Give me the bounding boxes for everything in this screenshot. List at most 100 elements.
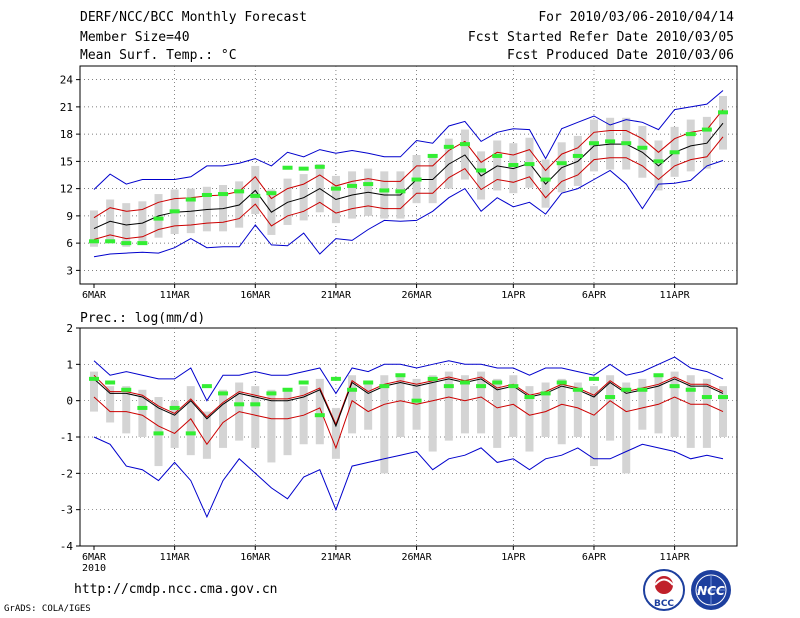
observed-marker	[637, 387, 648, 392]
observed-marker	[411, 177, 422, 182]
spread-box	[686, 375, 695, 448]
observed-marker	[121, 241, 132, 246]
x-tick-label: 21MAR	[321, 552, 352, 563]
observed-marker	[218, 192, 229, 197]
x-tick-label: 6APR	[582, 552, 607, 563]
spread-box	[606, 375, 615, 441]
member-size: Member Size=40	[80, 30, 190, 45]
observed-marker	[669, 384, 680, 389]
observed-marker	[185, 431, 196, 436]
spread-box	[622, 382, 631, 474]
observed-marker	[685, 387, 696, 392]
observed-marker	[685, 132, 696, 137]
spread-box	[219, 389, 228, 448]
observed-marker	[282, 387, 293, 392]
spread-box	[138, 389, 147, 437]
spread-box	[396, 375, 405, 437]
y-tick-label: 9	[66, 210, 73, 223]
observed-marker	[266, 191, 277, 196]
spread-box	[702, 378, 711, 448]
observed-marker	[266, 391, 277, 396]
observed-marker	[540, 391, 551, 396]
observed-marker	[427, 153, 438, 158]
spread-box	[525, 386, 534, 452]
series-ensemble-mean	[93, 378, 724, 428]
series-mean-plus-sd	[93, 109, 724, 219]
observed-marker	[379, 384, 390, 389]
series-mean-minus-sd	[93, 136, 724, 240]
y-tick-label: 6	[66, 237, 73, 250]
source-url[interactable]: http://cmdp.ncc.cma.gov.cn	[74, 582, 278, 597]
spread-box	[493, 378, 502, 448]
observed-marker	[169, 209, 180, 214]
spread-box	[444, 371, 453, 441]
observed-marker	[298, 166, 309, 171]
x-tick-label: 6APR	[582, 290, 607, 300]
observed-marker	[363, 182, 374, 187]
spread-box	[460, 375, 469, 434]
observed-marker	[572, 153, 583, 158]
observed-marker	[298, 380, 309, 385]
x-tick-label: 11MAR	[160, 552, 191, 563]
observed-marker	[476, 384, 487, 389]
variable-label: Mean Surf. Temp.: °C	[80, 48, 237, 63]
series-mean-plus-sd	[93, 374, 724, 426]
observed-marker	[459, 142, 470, 147]
observed-marker	[234, 189, 245, 194]
observed-marker	[476, 168, 487, 173]
series-ensemble-min	[93, 160, 724, 258]
observed-marker	[121, 387, 132, 392]
observed-marker	[701, 395, 712, 400]
bcc-logo: BCC	[643, 569, 685, 611]
temperature-chart: 3 6 9 12 15 18 21 24 6MAR 11MAR 16MAR 21MAR 26MAR 1AP…	[60, 65, 738, 300]
spread-box	[477, 371, 486, 434]
observed-marker	[330, 376, 341, 381]
observed-marker	[637, 145, 648, 150]
x-tick-label: 6MAR	[82, 552, 107, 563]
x-tick-label: 11MAR	[160, 290, 191, 300]
spread-box	[348, 375, 357, 434]
x-tick-label: 21MAR	[321, 290, 352, 300]
spread-box	[315, 378, 324, 445]
y-tick-label: -3	[60, 504, 73, 517]
observed-marker	[347, 387, 358, 392]
observed-marker	[314, 164, 325, 169]
start-date: Fcst Started Refer Date 2010/03/05	[467, 30, 734, 45]
spread-box	[541, 382, 550, 437]
spread-box	[638, 378, 647, 430]
spread-box	[106, 386, 115, 423]
observed-marker	[669, 150, 680, 155]
observed-marker	[201, 192, 212, 197]
observed-marker	[137, 405, 148, 410]
spread-box	[719, 95, 727, 150]
spread-box	[251, 386, 260, 448]
observed-marker	[282, 165, 293, 170]
observed-marker	[540, 177, 551, 182]
series-ensemble-max	[93, 356, 724, 402]
observed-marker	[105, 239, 116, 244]
observed-marker	[330, 186, 341, 191]
observed-marker	[605, 395, 616, 400]
observed-marker	[137, 241, 148, 246]
observed-marker	[201, 384, 212, 389]
y-tick-label: 24	[60, 74, 74, 87]
y-tick-label: 15	[60, 155, 73, 168]
observed-marker	[572, 387, 583, 392]
observed-marker	[524, 395, 535, 400]
observed-marker	[588, 141, 599, 146]
observed-marker	[524, 162, 535, 167]
x-tick-label: 16MAR	[240, 290, 271, 300]
spread-box	[267, 389, 276, 463]
y-tick-label: 0	[66, 395, 73, 408]
observed-marker	[105, 380, 116, 385]
observed-marker	[427, 376, 438, 381]
x-tick-label: 26MAR	[402, 290, 433, 300]
spread-box	[670, 371, 679, 437]
spread-box	[283, 389, 292, 456]
observed-marker	[508, 384, 519, 389]
observed-marker	[234, 402, 245, 407]
observed-marker	[185, 197, 196, 202]
observed-marker	[556, 161, 567, 166]
x-tick-label: 16MAR	[240, 552, 271, 563]
series-ensemble-mean	[93, 122, 724, 230]
